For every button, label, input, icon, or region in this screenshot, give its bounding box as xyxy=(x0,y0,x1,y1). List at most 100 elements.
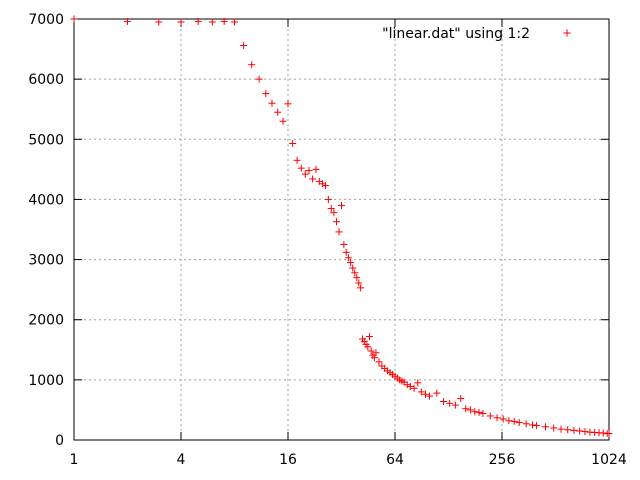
data-point xyxy=(564,426,572,434)
data-point xyxy=(475,408,483,416)
data-point xyxy=(312,165,320,173)
data-points xyxy=(70,15,613,438)
y-tick-label: 0 xyxy=(55,433,64,449)
data-point xyxy=(340,241,348,249)
data-point xyxy=(499,415,507,423)
y-tick-label: 5000 xyxy=(28,132,64,148)
data-point xyxy=(324,195,332,203)
data-point xyxy=(370,354,378,362)
data-point xyxy=(406,382,414,390)
data-point xyxy=(318,180,326,188)
data-point xyxy=(355,279,363,287)
data-point xyxy=(364,343,372,351)
y-tick-label: 7000 xyxy=(28,12,64,28)
x-tick-label: 256 xyxy=(489,452,516,468)
data-point xyxy=(248,61,256,69)
data-point xyxy=(403,381,411,389)
data-point xyxy=(372,349,380,357)
data-point xyxy=(414,379,422,387)
data-point xyxy=(208,18,216,26)
data-point xyxy=(425,392,433,400)
data-point xyxy=(471,408,479,416)
legend-marker-plus xyxy=(563,29,571,37)
data-point xyxy=(297,164,305,172)
data-point xyxy=(327,204,335,212)
data-point xyxy=(410,384,418,392)
data-point xyxy=(351,269,359,277)
data-point xyxy=(347,259,355,267)
grid xyxy=(74,19,609,440)
data-point xyxy=(522,420,530,428)
data-point xyxy=(532,422,540,430)
tick-labels: 1 4 16 64 256 1024 0 1000 2000 3000 4000 5000 6000 70… xyxy=(28,12,627,468)
data-point xyxy=(367,347,375,355)
data-point xyxy=(605,430,613,438)
data-point xyxy=(462,405,470,413)
data-point xyxy=(421,390,429,398)
data-point xyxy=(542,423,550,431)
data-point xyxy=(338,201,345,209)
y-tick-label: 6000 xyxy=(28,72,64,88)
x-tick-label: 1024 xyxy=(591,452,627,468)
plot-border xyxy=(73,18,610,441)
data-point xyxy=(279,117,287,125)
x-tick-label: 16 xyxy=(279,452,297,468)
data-point xyxy=(557,425,565,433)
data-point xyxy=(446,399,454,407)
data-point xyxy=(375,358,383,366)
data-point xyxy=(268,99,276,107)
data-point xyxy=(440,398,448,406)
data-point xyxy=(231,18,238,26)
data-point xyxy=(70,15,78,23)
data-point xyxy=(353,274,361,282)
data-point xyxy=(349,264,357,272)
data-point xyxy=(124,17,131,25)
data-point xyxy=(220,17,228,25)
data-point xyxy=(466,406,474,414)
data-point xyxy=(570,426,578,434)
data-point xyxy=(486,412,494,420)
y-tick-label: 2000 xyxy=(28,313,64,329)
data-point xyxy=(177,18,185,26)
data-point xyxy=(581,428,589,436)
data-point xyxy=(284,100,292,108)
data-point xyxy=(451,401,459,409)
data-point xyxy=(360,337,368,345)
tick-marks xyxy=(73,18,610,441)
data-point xyxy=(342,248,350,256)
data-point xyxy=(289,139,297,147)
y-tick-label: 1000 xyxy=(28,373,64,389)
data-point xyxy=(330,209,338,217)
y-tick-label: 3000 xyxy=(28,253,64,269)
data-point xyxy=(357,284,365,292)
x-tick-label: 64 xyxy=(386,452,404,468)
data-point xyxy=(293,156,301,164)
data-point xyxy=(274,108,282,116)
data-point xyxy=(262,90,270,98)
data-point xyxy=(417,388,425,396)
data-point xyxy=(576,427,584,435)
data-point xyxy=(366,333,374,341)
data-point xyxy=(305,167,313,175)
data-point xyxy=(510,417,518,425)
data-point xyxy=(505,417,513,425)
axes xyxy=(73,18,610,441)
data-point xyxy=(493,414,501,422)
data-point xyxy=(335,228,343,236)
legend: "linear.dat" using 1:2 xyxy=(382,26,571,42)
data-point xyxy=(321,182,329,190)
data-point xyxy=(255,75,263,83)
x-tick-label: 1 xyxy=(70,452,79,468)
data-point xyxy=(479,410,487,418)
x-tick-label: 4 xyxy=(177,452,186,468)
data-point xyxy=(301,170,309,178)
data-point xyxy=(457,395,465,403)
data-point xyxy=(550,424,558,432)
data-point xyxy=(194,17,202,25)
data-point xyxy=(433,389,441,397)
legend-label: "linear.dat" using 1:2 xyxy=(382,26,530,42)
data-point xyxy=(515,419,523,427)
data-point xyxy=(333,218,341,226)
data-point xyxy=(344,254,352,262)
